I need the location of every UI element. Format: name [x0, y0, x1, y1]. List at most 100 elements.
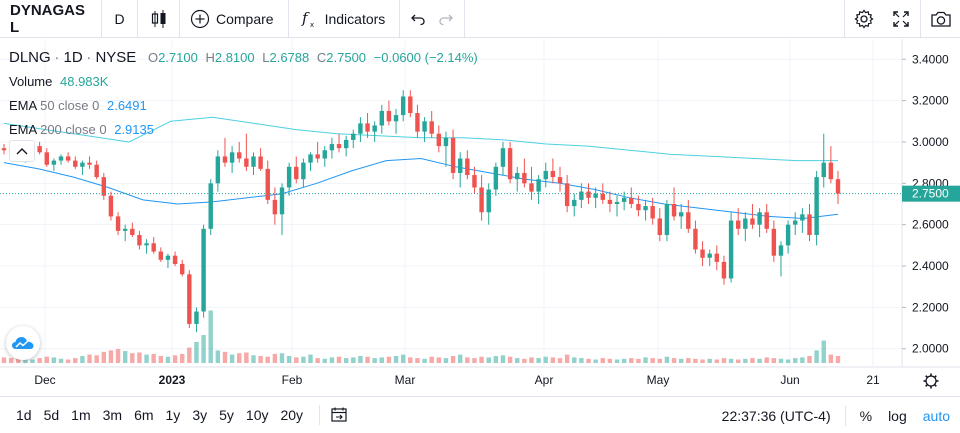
candle-body [429, 121, 434, 134]
chart-type-button[interactable] [138, 0, 180, 38]
candle-body [522, 172, 527, 184]
volume-bar [179, 353, 185, 363]
candle-body [678, 212, 684, 217]
candle-body [436, 133, 442, 147]
volume-bar [244, 352, 249, 363]
symbol-label: DYNAGAS L [10, 1, 86, 36]
time-axis-settings-icon[interactable] [923, 373, 939, 389]
tradingview-logo[interactable] [6, 326, 40, 360]
redo-icon[interactable] [438, 11, 454, 27]
volume-bar [835, 356, 841, 363]
candle-body [614, 201, 620, 204]
volume-bar [1, 357, 7, 363]
volume-bar [365, 356, 370, 363]
candle-body [201, 228, 206, 312]
candle-body [693, 228, 698, 250]
candle-body [465, 158, 470, 176]
undo-icon[interactable] [410, 11, 426, 27]
interval-button[interactable]: D [102, 0, 138, 38]
volume-bar [814, 350, 819, 363]
candle-body [265, 168, 270, 200]
candle-body [507, 148, 513, 180]
range-button-3y[interactable]: 3y [192, 407, 208, 423]
volume-bar [557, 358, 563, 363]
volume-bar [208, 310, 213, 363]
range-button-1y[interactable]: 1y [165, 407, 181, 423]
candle-body [179, 263, 185, 275]
volume-bar [172, 355, 178, 363]
volume-bar [393, 356, 399, 363]
candle-body [479, 187, 484, 213]
volume-bar [379, 357, 385, 363]
volume-bar [222, 351, 228, 363]
range-button-10y[interactable]: 10y [245, 407, 269, 423]
range-button-5d[interactable]: 5d [43, 407, 60, 423]
volume-bar [579, 358, 584, 363]
settings-button[interactable] [844, 0, 882, 38]
time-display: 22:37:36 (UTC-4) [721, 407, 831, 424]
candle-body [636, 204, 641, 211]
goto-date-button[interactable] [330, 406, 348, 424]
cloud-chart-icon [11, 334, 35, 352]
volume-bar [515, 358, 520, 363]
volume-bar [614, 359, 620, 363]
candle-body [529, 183, 534, 192]
candlestick-icon [150, 9, 168, 29]
candle-body [336, 144, 342, 149]
volume-bar [44, 356, 49, 363]
candle-body [700, 249, 705, 258]
candle-body [743, 218, 748, 229]
auto-scale-button[interactable]: auto [922, 407, 950, 424]
volume-bar [486, 357, 491, 363]
range-button-20y[interactable]: 20y [280, 407, 304, 423]
log-scale-button[interactable]: log [888, 407, 907, 424]
candle-body [600, 193, 605, 200]
candle-body [187, 274, 192, 324]
volume-bar [621, 358, 627, 363]
percent-scale-button[interactable]: % [859, 407, 873, 424]
volume-bar [657, 358, 663, 363]
volume-bar [94, 355, 99, 363]
volume-bar [472, 358, 477, 363]
candle-body [151, 243, 156, 252]
candle-body [721, 261, 727, 279]
range-button-3m[interactable]: 3m [102, 407, 123, 423]
volume-bar [778, 358, 784, 363]
candle-body [65, 156, 71, 161]
svg-text:f: f [301, 9, 310, 27]
candle-body [258, 156, 263, 169]
candle-body [814, 177, 819, 236]
fullscreen-icon [892, 10, 910, 28]
candle-body [735, 220, 741, 229]
volume-bar [265, 356, 270, 363]
candle-body [372, 125, 377, 132]
bottom-right-controls: 22:37:36 (UTC-4) % log auto [714, 397, 960, 433]
volume-bar [87, 354, 92, 363]
compare-button[interactable]: Compare [180, 0, 289, 38]
chart-canvas[interactable]: 3.40003.20003.00002.80002.60002.40002.20… [0, 39, 960, 395]
candle-body [621, 197, 627, 202]
plus-circle-icon [190, 9, 210, 29]
range-button-1d[interactable]: 1d [16, 407, 32, 423]
candle-body [671, 204, 677, 217]
candle-body [229, 152, 235, 163]
candle-body [301, 162, 306, 180]
candle-body [286, 166, 292, 188]
range-button-6m[interactable]: 6m [134, 407, 154, 423]
range-button-5y[interactable]: 5y [219, 407, 234, 423]
volume-bar [165, 356, 171, 363]
candle-body [37, 146, 42, 153]
legend-collapse-button[interactable] [9, 140, 35, 162]
candle-body [272, 199, 278, 215]
range-button-1m[interactable]: 1m [71, 407, 91, 423]
volume-bar [108, 350, 114, 363]
candle-body [322, 150, 327, 159]
gear-icon [853, 9, 874, 29]
fullscreen-button[interactable] [882, 0, 920, 38]
candle-body [244, 158, 249, 167]
candle-body [657, 218, 663, 236]
snapshot-button[interactable] [920, 0, 960, 38]
price-chart[interactable]: 3.4000 3.2000 3.0000 2.8000 2.6000 2.4000 2.20… [0, 39, 960, 395]
symbol-search-button[interactable]: DYNAGAS L [0, 0, 102, 38]
